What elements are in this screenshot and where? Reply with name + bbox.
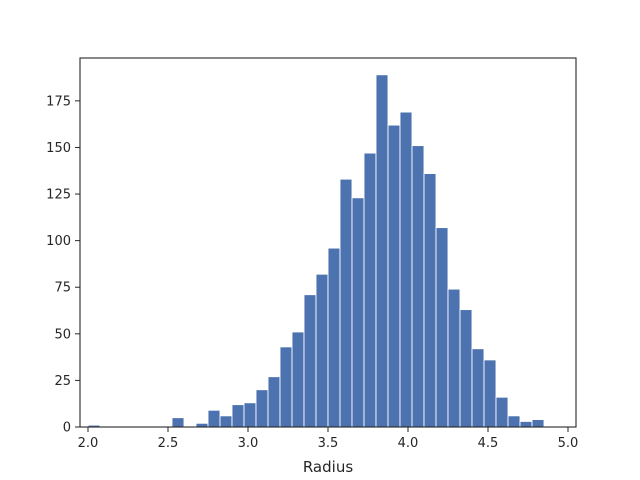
y-tick-label: 150 — [46, 141, 71, 156]
histogram-bar — [435, 227, 449, 428]
histogram-bar — [279, 346, 293, 428]
histogram-bar — [531, 419, 545, 428]
histogram-bar — [399, 111, 413, 428]
histogram-bar — [447, 288, 461, 428]
x-tick-label: 3.5 — [318, 436, 339, 451]
histogram-bar — [243, 402, 257, 428]
y-axis-ticks: 0 25 50 75 100 125 150 175 — [46, 94, 80, 436]
histogram-bar — [171, 417, 185, 428]
histogram-bars — [87, 74, 545, 428]
histogram-bar — [303, 294, 317, 428]
histogram-bar — [411, 145, 425, 428]
y-tick-label: 25 — [54, 374, 71, 389]
histogram-bar — [267, 376, 281, 428]
x-tick-label: 2.0 — [78, 436, 99, 451]
histogram-bar — [195, 422, 209, 428]
histogram-bar — [459, 309, 473, 428]
histogram-bar — [327, 247, 341, 428]
y-tick-label: 125 — [46, 188, 71, 203]
histogram-bar — [207, 409, 221, 428]
histogram-bar — [483, 359, 497, 428]
histogram-bar — [387, 124, 401, 428]
histogram-bar — [291, 331, 305, 428]
y-tick-label: 75 — [54, 281, 71, 296]
histogram-bar — [315, 273, 329, 428]
histogram-bar — [231, 404, 245, 428]
histogram-bar — [351, 197, 365, 428]
histogram-bar — [219, 415, 233, 428]
histogram-bar — [423, 173, 437, 428]
histogram-bar — [363, 152, 377, 428]
histogram-bar — [507, 415, 521, 428]
y-tick-label: 50 — [54, 327, 71, 342]
histogram-bar — [375, 74, 389, 428]
histogram-bar — [495, 396, 509, 428]
y-tick-label: 100 — [46, 234, 71, 249]
histogram-bar — [519, 420, 533, 428]
histogram-bar — [255, 389, 269, 428]
x-tick-label: 4.5 — [478, 436, 499, 451]
x-tick-label: 3.0 — [238, 436, 259, 451]
x-tick-label: 2.5 — [158, 436, 179, 451]
x-axis-label: Radius — [303, 458, 353, 476]
x-tick-label: 5.0 — [558, 436, 579, 451]
x-tick-label: 4.0 — [398, 436, 419, 451]
y-tick-label: 0 — [63, 421, 71, 436]
x-axis-ticks: 2.0 2.5 3.0 3.5 4.0 4.5 5.0 — [78, 427, 579, 451]
y-tick-label: 175 — [46, 94, 71, 109]
histogram-bar — [471, 348, 485, 428]
histogram-bar — [339, 178, 353, 428]
